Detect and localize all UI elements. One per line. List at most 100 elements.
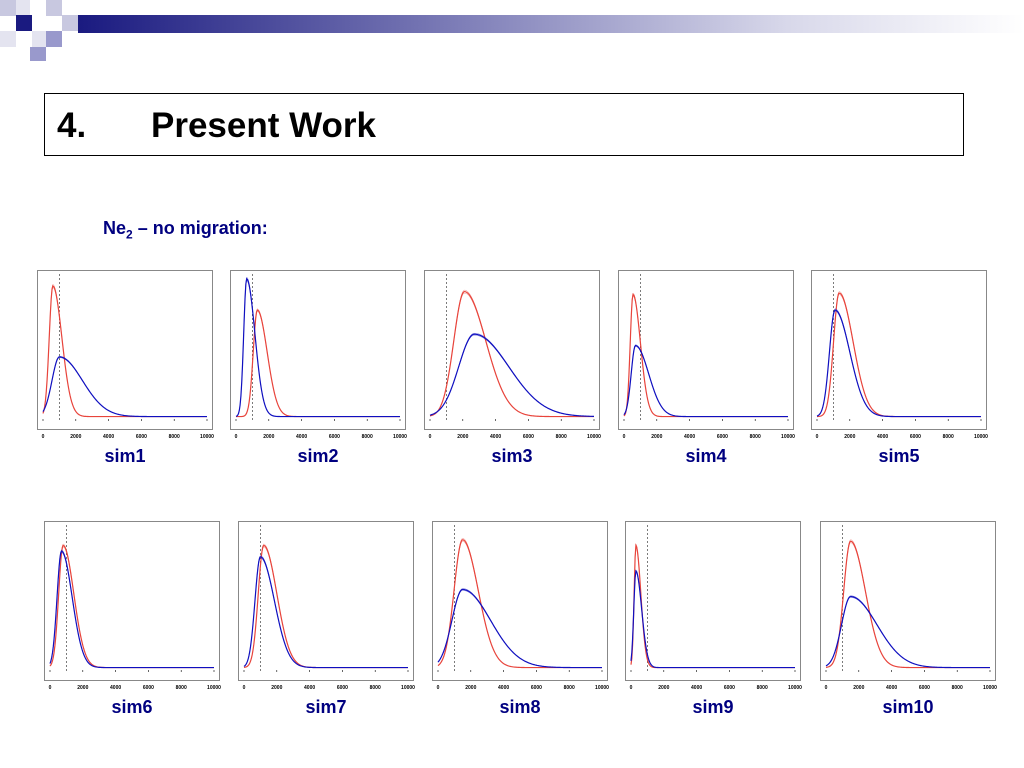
chart-panel-sim7: 0 2000 4000 6000 8000 10000 sim7: [238, 521, 415, 717]
x-tick-label: 10000: [200, 434, 214, 440]
chart-label-sim2: sim2: [297, 446, 339, 466]
chart-sim4: 0 2000 4000 6000 8000 10000: [618, 270, 795, 440]
x-tick-label: 6000: [919, 685, 930, 691]
x-tick-label: 4000: [691, 685, 702, 691]
chart-label-sim10: sim10: [882, 697, 934, 717]
x-tick-label: 4000: [296, 434, 307, 440]
x-tick-label: 2000: [465, 685, 476, 691]
x-tick-label: 10000: [983, 685, 997, 691]
x-tick-label: 6000: [337, 685, 348, 691]
x-tick-label: 2000: [457, 434, 468, 440]
chart-label-sim1: sim1: [104, 446, 146, 466]
x-tick-label: 2000: [271, 685, 282, 691]
chart-label-sim8: sim8: [499, 697, 541, 717]
blue-curve-sim3: [429, 332, 595, 417]
plot-frame: [424, 270, 600, 430]
chart-panel-sim3: 0 2000 4000 6000 8000 10000 sim3: [424, 270, 601, 466]
x-tick-label: 8000: [952, 685, 963, 691]
decorative-header-squares: [0, 0, 1024, 61]
x-tick-label: 4000: [498, 685, 509, 691]
x-tick-label: 8000: [564, 685, 575, 691]
plot-frame: [618, 270, 794, 430]
x-tick-label: 2000: [844, 434, 855, 440]
plot-frame: [37, 270, 213, 430]
blue-curve-sim1: [42, 355, 207, 417]
x-tick-label: 8000: [750, 434, 761, 440]
x-tick-label: 10000: [781, 434, 795, 440]
x-tick-label: 10000: [595, 685, 609, 691]
x-tick-label: 6000: [910, 434, 921, 440]
chart-panel-sim8: 0 2000 4000 6000 8000 10000 sim8: [432, 521, 609, 717]
x-tick-label: 0: [243, 685, 246, 691]
chart-sim10: 0 2000 4000 6000 8000 10000: [820, 521, 997, 691]
x-tick-label: 6000: [724, 685, 735, 691]
plot-frame: [230, 270, 406, 430]
chart-sim8: 0 2000 4000 6000 8000 10000: [432, 521, 609, 691]
x-tick-label: 8000: [370, 685, 381, 691]
chart-label-sim6: sim6: [111, 697, 153, 717]
x-tick-label: 4000: [490, 434, 501, 440]
x-tick-label: 10000: [788, 685, 802, 691]
x-tick-label: 6000: [136, 434, 147, 440]
title-number: 4.: [57, 106, 87, 145]
red-curve-sim3: [429, 289, 594, 417]
x-tick-label: 6000: [531, 685, 542, 691]
x-tick-label: 2000: [853, 685, 864, 691]
chart-panel-sim5: 0 2000 4000 6000 8000 10000 sim5: [811, 270, 988, 466]
x-tick-label: 6000: [143, 685, 154, 691]
x-tick-label: 4000: [103, 434, 114, 440]
chart-sim7: 0 2000 4000 6000 8000 10000: [238, 521, 415, 691]
chart-sim3: 0 2000 4000 6000 8000 10000: [424, 270, 601, 440]
x-tick-label: 4000: [304, 685, 315, 691]
x-tick-label: 10000: [401, 685, 415, 691]
plot-frame: [811, 270, 987, 430]
x-tick-label: 8000: [556, 434, 567, 440]
subtitle-rest: – no migration:: [132, 218, 268, 238]
chart-panel-sim1: 0 2000 4000 6000 8000 10000 sim1: [37, 270, 214, 466]
blue-curve-sim10: [825, 595, 990, 668]
slide-title: Present Work: [151, 106, 376, 145]
x-tick-label: 10000: [587, 434, 601, 440]
plot-frame: [820, 521, 996, 681]
blue-curve-sim8: [437, 588, 602, 668]
x-tick-label: 8000: [362, 434, 373, 440]
x-tick-label: 2000: [651, 434, 662, 440]
x-tick-label: 4000: [110, 685, 121, 691]
x-tick-label: 8000: [943, 434, 954, 440]
plot-frame: [44, 521, 220, 681]
plot-frame: [432, 521, 608, 681]
chart-sim5: 0 2000 4000 6000 8000 10000: [811, 270, 988, 440]
x-tick-label: 6000: [717, 434, 728, 440]
x-tick-label: 0: [825, 685, 828, 691]
x-tick-label: 0: [429, 434, 432, 440]
x-tick-label: 8000: [169, 434, 180, 440]
x-tick-label: 2000: [658, 685, 669, 691]
blue-curve-sim4: [623, 344, 788, 417]
x-tick-label: 8000: [176, 685, 187, 691]
subtitle-subscript: 2: [126, 227, 133, 242]
x-tick-label: 2000: [77, 685, 88, 691]
chart-label-sim9: sim9: [692, 697, 734, 717]
x-tick-label: 0: [437, 685, 440, 691]
x-tick-label: 0: [49, 685, 52, 691]
x-tick-label: 6000: [523, 434, 534, 440]
chart-label-sim4: sim4: [685, 446, 727, 466]
chart-sim9: 0 2000 4000 6000 8000 10000: [625, 521, 802, 691]
blue-curve-sim9: [630, 569, 795, 668]
x-tick-label: 10000: [393, 434, 407, 440]
chart-panel-sim10: 0 2000 4000 6000 8000 10000 sim10: [820, 521, 997, 717]
chart-panel-sim2: 0 2000 4000 6000 8000 10000 sim2: [230, 270, 407, 466]
x-tick-label: 10000: [974, 434, 988, 440]
subtitle-ne: Ne: [103, 218, 127, 238]
blue-curve-sim2: [235, 276, 400, 417]
slide-subtitle: Ne2 – no migration:: [103, 218, 268, 242]
chart-sim6: 0 2000 4000 6000 8000 10000: [44, 521, 221, 691]
x-tick-label: 2000: [70, 434, 81, 440]
blue-curve-sim7: [243, 555, 408, 668]
x-tick-label: 0: [816, 434, 819, 440]
x-tick-label: 6000: [329, 434, 340, 440]
chart-sim1: 0 2000 4000 6000 8000 10000: [37, 270, 214, 440]
chart-label-sim3: sim3: [491, 446, 533, 466]
x-tick-label: 4000: [877, 434, 888, 440]
chart-panel-sim4: 0 2000 4000 6000 8000 10000 sim4: [618, 270, 795, 466]
